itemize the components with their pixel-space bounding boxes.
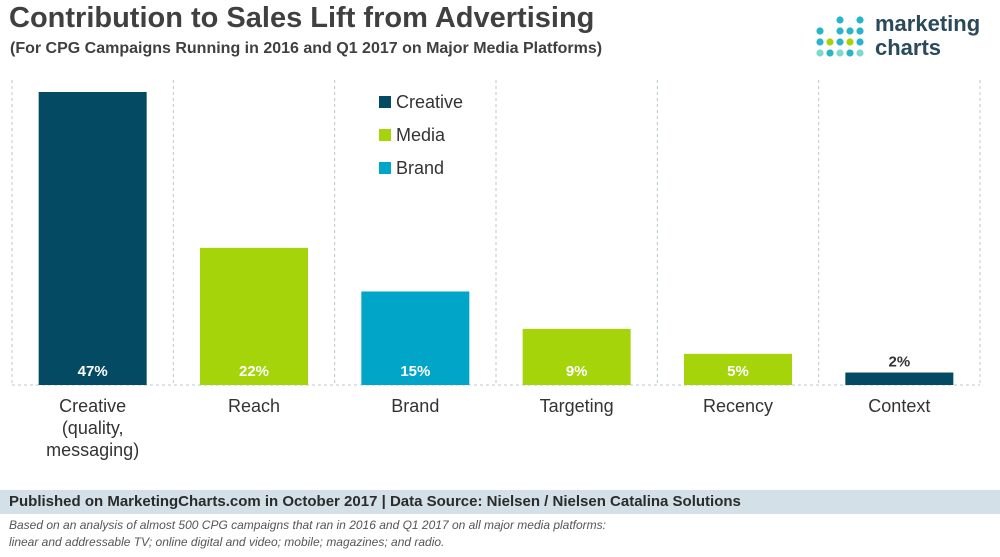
legend-label: Creative (396, 92, 463, 112)
data-label: 15% (400, 363, 430, 380)
chart-title: Contribution to Sales Lift from Advertis… (9, 2, 595, 34)
category-label: Creative (59, 396, 126, 416)
category-label: Context (868, 396, 930, 416)
bar (522, 328, 631, 385)
marketing-charts-logo: marketing charts (815, 12, 995, 62)
logo-dot (846, 49, 854, 57)
category-label: Targeting (540, 396, 614, 416)
logo-dot (856, 38, 864, 46)
logo-dot (856, 27, 864, 35)
data-label: 9% (566, 363, 588, 380)
logo-dot (846, 27, 854, 35)
logo-text-line1: marketing (875, 11, 981, 36)
bar (200, 247, 308, 385)
dot-grid-logo-icon (816, 16, 864, 57)
logo-dot (856, 16, 864, 24)
logo-dot (826, 49, 834, 57)
footer-note-line1: Based on an analysis of almost 500 CPG c… (9, 518, 607, 532)
data-label: 5% (727, 363, 749, 380)
data-label: 22% (239, 363, 269, 380)
chart-subtitle: (For CPG Campaigns Running in 2016 and Q… (10, 40, 603, 57)
bar (38, 92, 147, 385)
logo-dot (836, 38, 844, 46)
logo-dot (816, 38, 824, 46)
data-label: 2% (888, 354, 910, 371)
logo-dot (816, 49, 824, 57)
logo-dot (836, 27, 844, 35)
data-label: 47% (78, 363, 108, 380)
footer-note-line2: linear and addressable TV; online digita… (9, 535, 445, 549)
footer-band (0, 490, 1000, 514)
footer-published-source: Published on MarketingCharts.com in Octo… (9, 493, 741, 510)
logo-dot (836, 16, 844, 24)
category-label: messaging) (46, 440, 139, 460)
bar (684, 353, 792, 385)
legend-swatch (379, 96, 391, 108)
legend-label: Brand (396, 158, 444, 178)
category-label: Recency (703, 396, 773, 416)
legend-swatch (379, 162, 391, 174)
legend-swatch (379, 129, 391, 141)
logo-text-line2: charts (875, 35, 942, 60)
logo-dot (856, 49, 864, 57)
bar (361, 291, 470, 385)
category-label: (quality, (62, 418, 124, 438)
bar (845, 372, 954, 385)
logo-dot (816, 27, 824, 35)
logo-dot (826, 38, 834, 46)
legend-label: Media (396, 125, 446, 145)
logo-dot (836, 49, 844, 57)
logo-dot (846, 38, 854, 46)
category-label: Brand (391, 396, 439, 416)
category-label: Reach (228, 396, 280, 416)
